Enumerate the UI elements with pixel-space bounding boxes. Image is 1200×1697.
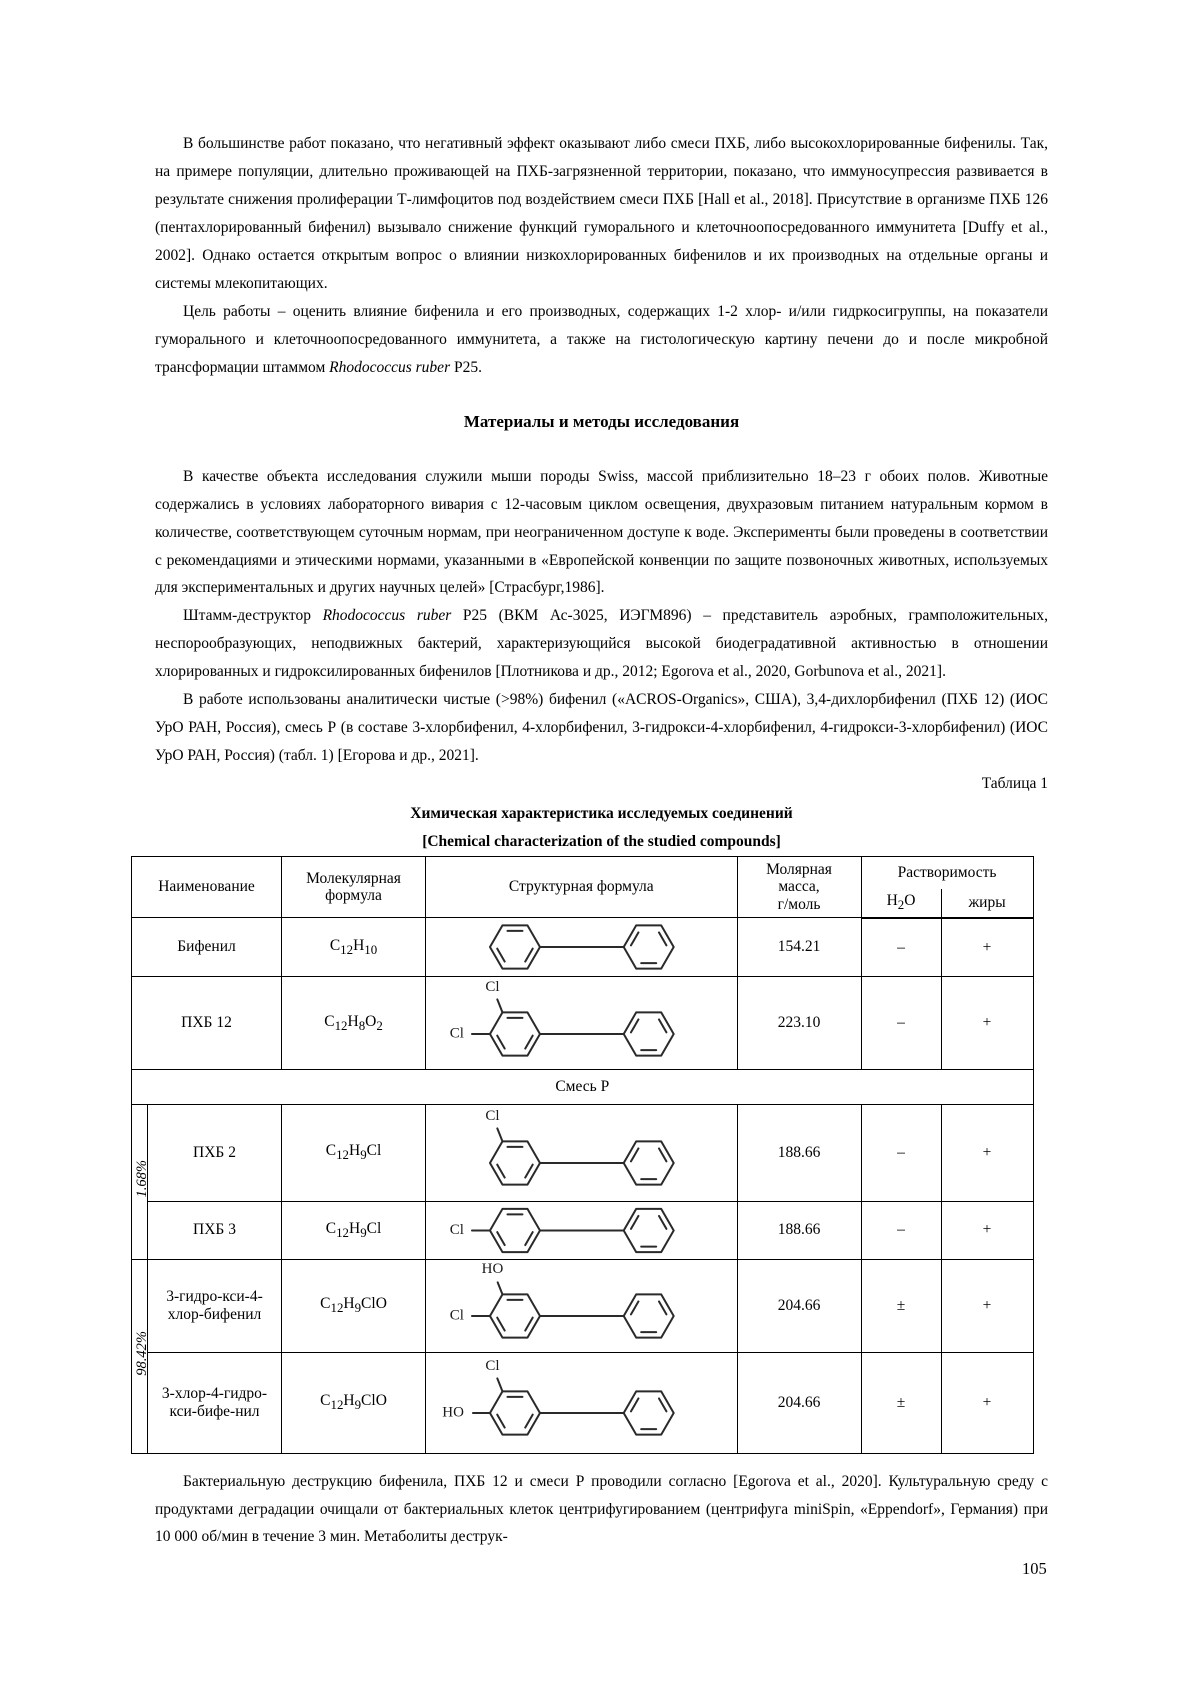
svg-text:HO: HO	[482, 1263, 504, 1277]
svg-text:HO: HO	[442, 1404, 464, 1420]
svg-text:Cl: Cl	[450, 1026, 464, 1042]
svg-text:Cl: Cl	[485, 1357, 499, 1373]
svg-text:Cl: Cl	[485, 980, 499, 995]
svg-text:Cl: Cl	[485, 1108, 499, 1124]
svg-text:Cl: Cl	[450, 1221, 464, 1237]
svg-text:Cl: Cl	[450, 1307, 464, 1323]
